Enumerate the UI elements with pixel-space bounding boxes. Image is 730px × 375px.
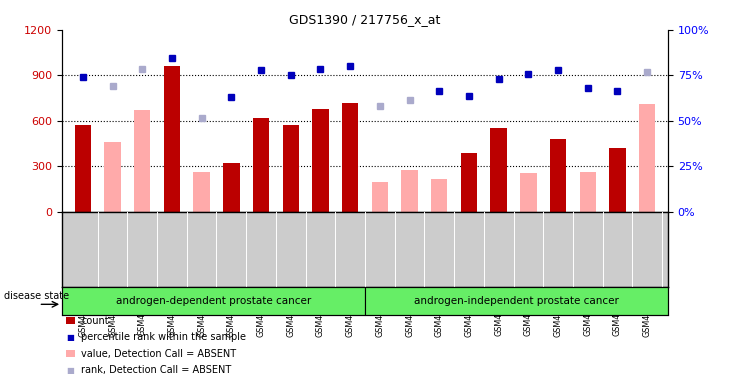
Bar bbox=[372, 182, 388, 212]
Bar bbox=[74, 126, 91, 212]
Bar bbox=[342, 103, 358, 212]
Bar bbox=[639, 104, 656, 212]
Text: ■: ■ bbox=[66, 366, 74, 375]
Bar bbox=[550, 139, 566, 212]
Bar bbox=[283, 126, 299, 212]
Bar bbox=[223, 164, 239, 212]
Bar bbox=[62, 287, 365, 315]
Bar bbox=[193, 172, 210, 212]
Text: androgen-independent prostate cancer: androgen-independent prostate cancer bbox=[414, 296, 619, 306]
Bar bbox=[610, 148, 626, 212]
Bar bbox=[520, 173, 537, 212]
Bar bbox=[402, 170, 418, 212]
Bar bbox=[365, 287, 668, 315]
Text: count: count bbox=[81, 316, 109, 326]
Text: androgen-dependent prostate cancer: androgen-dependent prostate cancer bbox=[116, 296, 311, 306]
Text: rank, Detection Call = ABSENT: rank, Detection Call = ABSENT bbox=[81, 365, 231, 375]
Bar bbox=[491, 128, 507, 212]
Text: GDS1390 / 217756_x_at: GDS1390 / 217756_x_at bbox=[289, 13, 441, 26]
Bar bbox=[312, 109, 328, 212]
Bar bbox=[580, 172, 596, 212]
Bar bbox=[164, 66, 180, 212]
Bar bbox=[134, 110, 150, 212]
Bar bbox=[253, 118, 269, 212]
Text: ■: ■ bbox=[66, 333, 74, 342]
Bar bbox=[461, 153, 477, 212]
Text: value, Detection Call = ABSENT: value, Detection Call = ABSENT bbox=[81, 349, 236, 358]
Text: percentile rank within the sample: percentile rank within the sample bbox=[81, 332, 246, 342]
Bar bbox=[104, 142, 120, 212]
Text: disease state: disease state bbox=[4, 291, 69, 302]
Bar bbox=[431, 178, 447, 212]
